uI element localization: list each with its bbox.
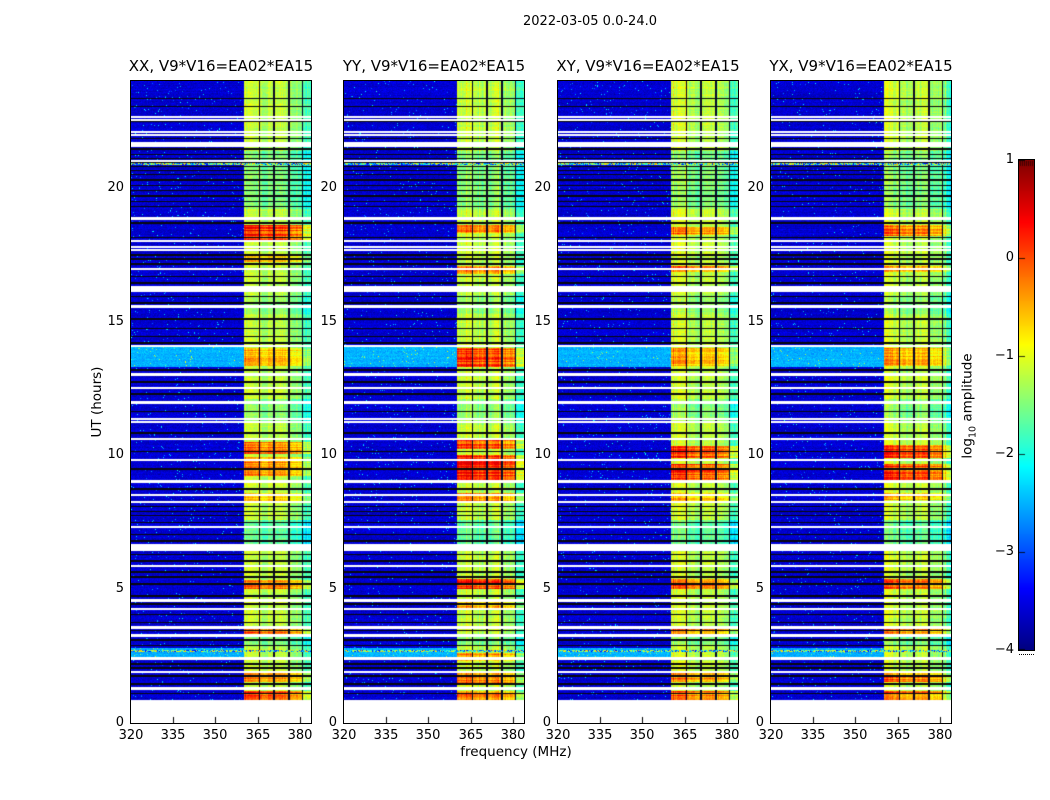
- x-tick-label: 365: [885, 728, 911, 743]
- y-tick-label: 0: [328, 715, 337, 730]
- x-tick-label: 335: [373, 728, 399, 743]
- y-tick-label: 20: [747, 180, 764, 195]
- colorbar-canvas: [1019, 160, 1034, 650]
- y-tick-label: 15: [534, 314, 551, 329]
- y-tick-label: 5: [328, 581, 337, 596]
- x-tick-label: 365: [458, 728, 484, 743]
- y-tick-label: 10: [534, 447, 551, 462]
- spectrogram-canvas-yx: [771, 81, 951, 723]
- spectrogram-canvas-xx: [131, 81, 311, 723]
- y-tick-label: 20: [534, 180, 551, 195]
- panel-xx: [130, 80, 312, 724]
- colorbar-label-suffix: amplitude: [959, 353, 976, 426]
- x-axis-label: frequency (MHz): [460, 744, 572, 760]
- y-tick-label: 5: [755, 581, 764, 596]
- x-tick-label: 350: [629, 728, 655, 743]
- colorbar-label-sub: 10: [967, 425, 979, 439]
- x-tick-label: 380: [714, 728, 740, 743]
- panel-xy: [557, 80, 739, 724]
- panel-title-xx: XX, V9*V16=EA02*EA15: [128, 57, 314, 75]
- x-tick-label: 380: [500, 728, 526, 743]
- spectrogram-canvas-yy: [344, 81, 524, 723]
- y-tick-label: 10: [747, 447, 764, 462]
- x-tick-label: 365: [672, 728, 698, 743]
- x-tick-label: 335: [587, 728, 613, 743]
- panel-yx: [770, 80, 952, 724]
- colorbar: [1018, 159, 1035, 651]
- y-tick-label: 0: [755, 715, 764, 730]
- panel-title-yx: YX, V9*V16=EA02*EA15: [769, 57, 953, 75]
- y-tick-label: 15: [320, 314, 337, 329]
- y-tick-label: 10: [320, 447, 337, 462]
- colorbar-tick-label: −3: [994, 544, 1014, 559]
- x-tick-label: 335: [160, 728, 186, 743]
- x-tick-label: 320: [331, 728, 357, 743]
- colorbar-tick-label: −4: [994, 642, 1014, 657]
- colorbar-label: log10 amplitude: [960, 353, 979, 458]
- y-axis-label: UT (hours): [89, 366, 105, 438]
- y-tick-label: 0: [542, 715, 551, 730]
- x-tick-label: 320: [118, 728, 144, 743]
- x-tick-label: 365: [245, 728, 271, 743]
- colorbar-tick-label: 0: [1005, 250, 1014, 265]
- colorbar-tick-label: 1: [1005, 152, 1014, 167]
- y-tick-label: 15: [107, 314, 124, 329]
- colorbar-tick-label: −1: [994, 348, 1014, 363]
- x-tick-label: 380: [927, 728, 953, 743]
- figure-title: 2022-03-05 0.0-24.0: [523, 14, 657, 29]
- y-tick-label: 20: [320, 180, 337, 195]
- y-tick-label: 0: [115, 715, 124, 730]
- colorbar-tick-label: −2: [994, 446, 1014, 461]
- x-tick-label: 380: [287, 728, 313, 743]
- panel-title-xy: XY, V9*V16=EA02*EA15: [556, 57, 740, 75]
- x-tick-label: 350: [842, 728, 868, 743]
- y-tick-label: 15: [747, 314, 764, 329]
- x-tick-label: 320: [545, 728, 571, 743]
- panel-title-yy: YY, V9*V16=EA02*EA15: [342, 57, 526, 75]
- y-tick-label: 5: [542, 581, 551, 596]
- y-tick-label: 10: [107, 447, 124, 462]
- x-tick-label: 350: [415, 728, 441, 743]
- panel-yy: [343, 80, 525, 724]
- colorbar-under-dots: [1019, 654, 1034, 655]
- x-tick-label: 335: [800, 728, 826, 743]
- y-tick-label: 20: [107, 180, 124, 195]
- colorbar-label-prefix: log: [959, 438, 976, 459]
- x-tick-label: 350: [202, 728, 228, 743]
- spectrogram-canvas-xy: [558, 81, 738, 723]
- y-tick-label: 5: [115, 581, 124, 596]
- x-tick-label: 320: [758, 728, 784, 743]
